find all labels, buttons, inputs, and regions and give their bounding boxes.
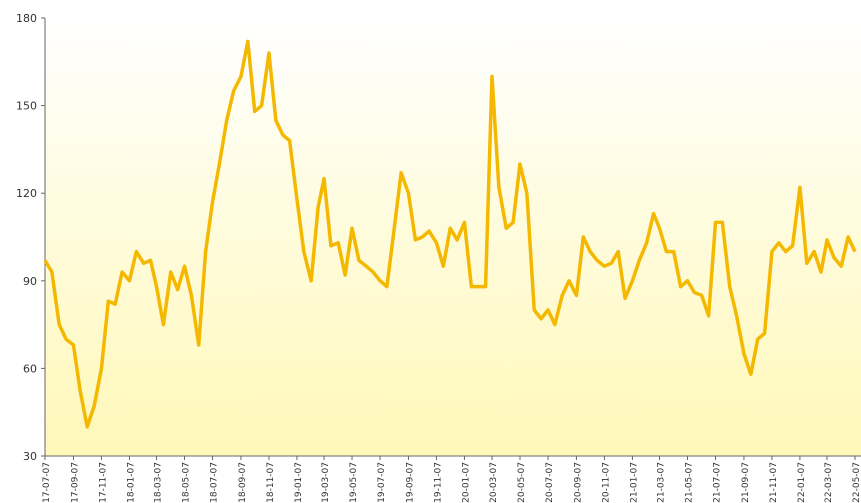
x-tick-label: 2020-01-07 bbox=[461, 462, 471, 503]
y-tick-label: 120 bbox=[16, 187, 37, 200]
x-tick-label: 2020-09-07 bbox=[573, 462, 583, 503]
x-tick-label: 2017-07-07 bbox=[42, 462, 52, 503]
x-tick-label: 2021-09-07 bbox=[741, 462, 751, 503]
x-tick-label: 2021-03-07 bbox=[656, 462, 666, 503]
x-tick-label: 2019-03-07 bbox=[321, 462, 331, 503]
x-tick-label: 2020-05-07 bbox=[517, 462, 527, 503]
x-tick-label: 2018-11-07 bbox=[266, 462, 276, 503]
x-tick-label: 2018-03-07 bbox=[154, 462, 164, 503]
x-tick-label: 2018-09-07 bbox=[238, 462, 248, 503]
x-tick-label: 2020-11-07 bbox=[601, 462, 611, 503]
y-tick-label: 30 bbox=[23, 450, 37, 463]
x-tick-label: 2021-05-07 bbox=[684, 462, 694, 503]
x-tick-label: 2019-07-07 bbox=[377, 462, 387, 503]
data-line bbox=[43, 39, 857, 429]
x-tick-label: 2019-11-07 bbox=[433, 462, 443, 503]
x-tick-label: 2018-05-07 bbox=[182, 462, 192, 503]
x-tick-label: 2017-11-07 bbox=[98, 462, 108, 503]
y-tick-label: 180 bbox=[16, 12, 37, 25]
x-tick-label: 2022-01-07 bbox=[797, 462, 807, 503]
x-tick-label: 2022-05-07 bbox=[852, 462, 861, 503]
x-tick-label: 2022-03-07 bbox=[824, 462, 834, 503]
y-tick-label: 60 bbox=[23, 362, 37, 375]
x-tick-label: 2017-09-07 bbox=[70, 462, 80, 503]
x-tick-label: 2021-07-07 bbox=[712, 462, 722, 503]
x-tick-label: 2018-07-07 bbox=[210, 462, 220, 503]
x-tick-label: 2019-05-07 bbox=[349, 462, 359, 503]
x-tick-label: 2019-09-07 bbox=[405, 462, 415, 503]
x-tick-label: 2020-03-07 bbox=[489, 462, 499, 503]
y-tick-label: 90 bbox=[23, 275, 37, 288]
x-tick-label: 2021-01-07 bbox=[629, 462, 639, 503]
y-tick-label: 150 bbox=[16, 100, 37, 113]
x-tick-label: 2019-01-07 bbox=[294, 462, 304, 503]
plot-area bbox=[45, 18, 861, 456]
x-tick-label: 2021-11-07 bbox=[769, 462, 779, 503]
x-tick-label: 2020-07-07 bbox=[545, 462, 555, 503]
x-tick-label: 2018-01-07 bbox=[126, 462, 136, 503]
